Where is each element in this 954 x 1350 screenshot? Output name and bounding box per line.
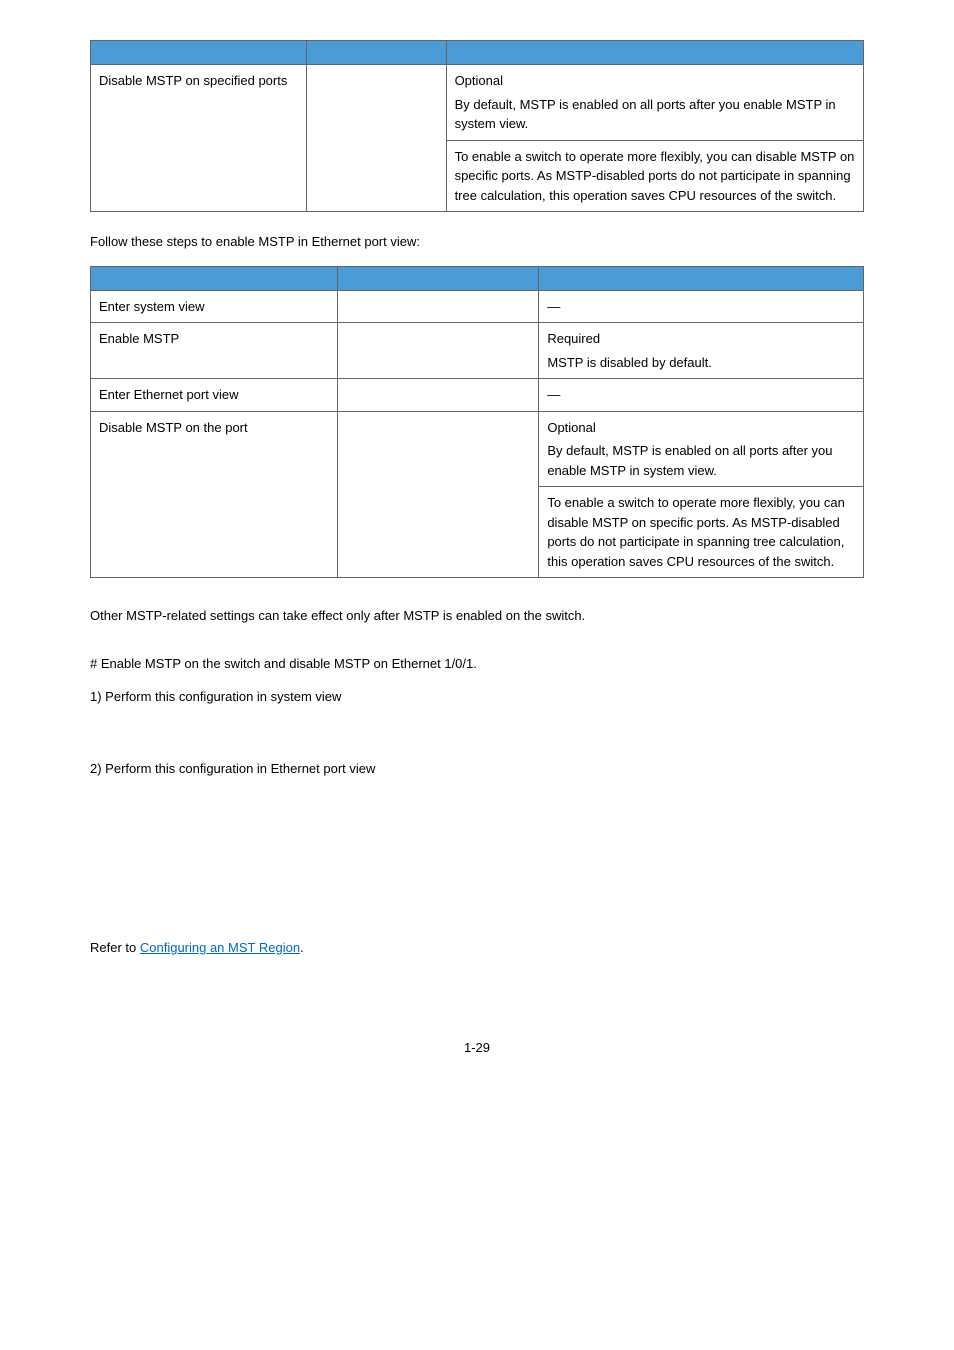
cell-operation: Disable MSTP on the port xyxy=(91,411,338,578)
table-mstp-system-view: Disable MSTP on specified ports Optional… xyxy=(90,40,864,212)
cell-command xyxy=(338,411,539,578)
desc-line: Required xyxy=(547,329,855,349)
cell-operation: Enter Ethernet port view xyxy=(91,379,338,412)
table-header-cell xyxy=(446,41,863,65)
steps-list: 1) Perform this configuration in system … xyxy=(90,687,864,707)
example-text: # Enable MSTP on the switch and disable … xyxy=(90,654,864,674)
table-row: Disable MSTP on specified ports Optional… xyxy=(91,65,864,141)
refer-link[interactable]: Configuring an MST Region xyxy=(140,940,300,955)
table-header-cell xyxy=(91,266,338,290)
desc-line: Optional xyxy=(455,71,855,91)
table-header-row xyxy=(91,266,864,290)
note-text: Other MSTP-related settings can take eff… xyxy=(90,606,864,626)
cell-description: — xyxy=(539,290,864,323)
cell-operation: Enter system view xyxy=(91,290,338,323)
table-header-cell xyxy=(338,266,539,290)
table-header-cell xyxy=(91,41,307,65)
table-row: Enter Ethernet port view — xyxy=(91,379,864,412)
cell-command xyxy=(338,290,539,323)
page-number: 1-29 xyxy=(90,1038,864,1058)
table-row: Disable MSTP on the port Optional By def… xyxy=(91,411,864,487)
refer-prefix: Refer to xyxy=(90,940,140,955)
table-header-row xyxy=(91,41,864,65)
table-row: Enter system view — xyxy=(91,290,864,323)
cell-operation: Enable MSTP xyxy=(91,323,338,379)
cell-description: Optional By default, MSTP is enabled on … xyxy=(446,65,863,141)
cell-description: Required MSTP is disabled by default. xyxy=(539,323,864,379)
cell-description: To enable a switch to operate more flexi… xyxy=(446,140,863,212)
cell-command xyxy=(307,65,446,212)
desc-line: MSTP is disabled by default. xyxy=(547,353,855,373)
desc-line: By default, MSTP is enabled on all ports… xyxy=(455,95,855,134)
cell-command xyxy=(338,323,539,379)
refer-text: Refer to Configuring an MST Region. xyxy=(90,938,864,958)
intro-text: Follow these steps to enable MSTP in Eth… xyxy=(90,232,864,252)
cell-operation: Disable MSTP on specified ports xyxy=(91,65,307,212)
cell-description: To enable a switch to operate more flexi… xyxy=(539,487,864,578)
table-header-cell xyxy=(307,41,446,65)
steps-list: 2) Perform this configuration in Etherne… xyxy=(90,759,864,779)
step-item: 2) Perform this configuration in Etherne… xyxy=(90,759,864,779)
step-item: 1) Perform this configuration in system … xyxy=(90,687,864,707)
cell-description: — xyxy=(539,379,864,412)
desc-line: By default, MSTP is enabled on all ports… xyxy=(547,441,855,480)
cell-description: Optional By default, MSTP is enabled on … xyxy=(539,411,864,487)
table-header-cell xyxy=(539,266,864,290)
refer-suffix: . xyxy=(300,940,304,955)
table-mstp-port-view: Enter system view — Enable MSTP Required… xyxy=(90,266,864,579)
cell-command xyxy=(338,379,539,412)
table-row: Enable MSTP Required MSTP is disabled by… xyxy=(91,323,864,379)
desc-line: Optional xyxy=(547,418,855,438)
